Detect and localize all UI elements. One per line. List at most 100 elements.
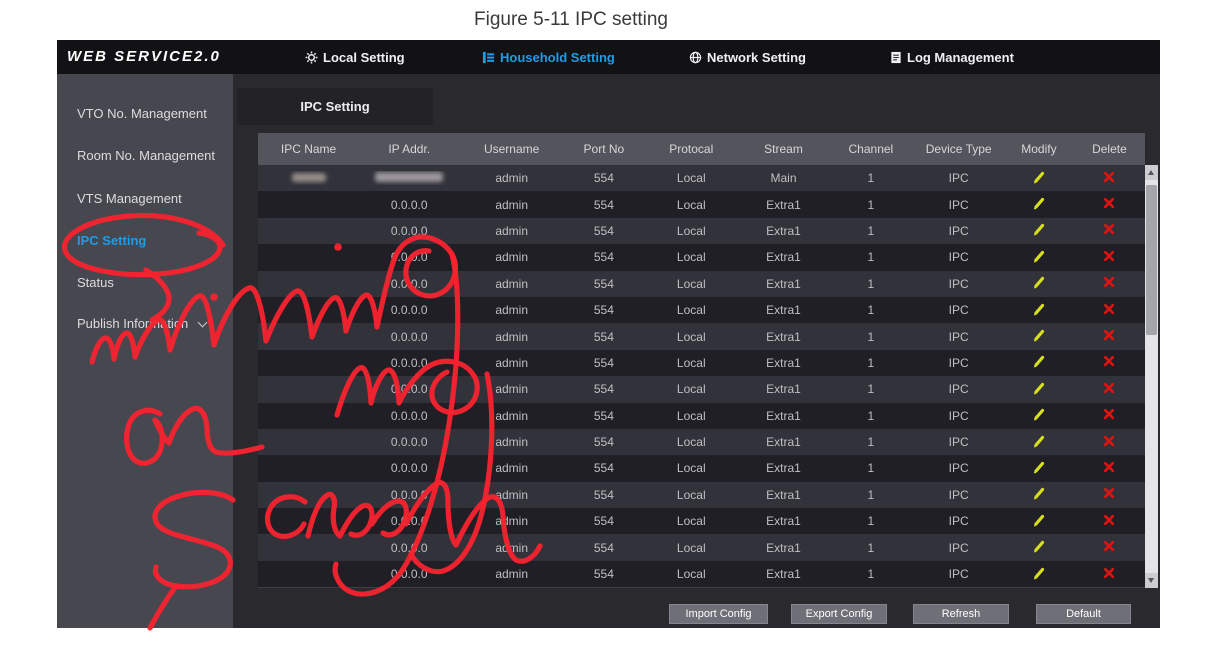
modify-pencil-icon[interactable]	[1032, 328, 1046, 342]
default-button[interactable]: Default	[1036, 604, 1131, 624]
nav-label: Log Management	[907, 49, 1014, 65]
table-row: 0.0.0.0 admin 554 Local Extra1 1 IPC	[258, 217, 1145, 245]
delete-x-icon[interactable]	[1103, 223, 1115, 235]
delete-x-icon[interactable]	[1103, 250, 1115, 262]
cell-channel: 1	[867, 461, 875, 476]
blurred-ip-addr	[375, 172, 444, 183]
modify-pencil-icon[interactable]	[1032, 381, 1046, 395]
sidebar-item-publish-information[interactable]: Publish Information	[77, 315, 208, 333]
modify-pencil-icon[interactable]	[1032, 566, 1046, 580]
cell-ip-addr: 0.0.0.0	[390, 567, 428, 582]
cell-device-type: IPC	[948, 487, 969, 502]
delete-x-icon[interactable]	[1103, 408, 1115, 420]
triangle-up-icon	[1148, 170, 1154, 175]
sidebar-item-vto-no-management[interactable]: VTO No. Management	[77, 105, 207, 123]
sidebar-item-label: Room No. Management	[77, 148, 216, 163]
cell-delete	[1074, 382, 1145, 397]
cell-ip-addr: 0.0.0.0	[390, 223, 428, 238]
sidebar-item-vts-management[interactable]: VTS Management	[77, 190, 182, 208]
scrollbar-thumb[interactable]	[1146, 185, 1157, 335]
delete-x-icon[interactable]	[1103, 276, 1115, 288]
delete-x-icon[interactable]	[1103, 329, 1115, 341]
modify-pencil-icon[interactable]	[1032, 302, 1046, 316]
table-row: 0.0.0.0 admin 554 Local Extra1 1 IPC	[258, 455, 1145, 482]
sidebar-item-room-no-management[interactable]: Room No. Management	[77, 147, 215, 165]
cell-device-type: IPC	[948, 276, 969, 291]
cell-stream: Extra1	[766, 250, 801, 265]
cell-modify	[1004, 249, 1074, 266]
nav-local-setting[interactable]: Local Setting	[305, 40, 405, 74]
cell-modify	[1004, 407, 1074, 424]
cell-stream: Extra1	[766, 197, 801, 212]
modify-pencil-icon[interactable]	[1032, 539, 1046, 553]
cell-stream: Main	[770, 171, 797, 186]
nav-log-management[interactable]: Log Management	[890, 40, 1014, 74]
delete-x-icon[interactable]	[1103, 197, 1115, 209]
web-service-app: WEB SERVICE2.0 Local Setting Household S…	[57, 40, 1160, 628]
modify-pencil-icon[interactable]	[1032, 170, 1046, 184]
cell-device-type: IPC	[948, 382, 969, 397]
cell-port-no: 554	[593, 303, 614, 318]
refresh-button[interactable]: Refresh	[913, 604, 1009, 624]
delete-x-icon[interactable]	[1103, 435, 1115, 447]
cell-device-type: IPC	[948, 250, 969, 265]
modify-pencil-icon[interactable]	[1032, 249, 1046, 263]
delete-x-icon[interactable]	[1103, 303, 1115, 315]
modify-pencil-icon[interactable]	[1032, 434, 1046, 448]
cell-username: admin	[495, 461, 528, 476]
nav-label: Local Setting	[323, 49, 405, 65]
cell-channel: 1	[867, 567, 875, 582]
modify-pencil-icon[interactable]	[1032, 196, 1046, 210]
cell-delete	[1074, 250, 1145, 265]
sidebar: VTO No. Management Room No. Management V…	[57, 74, 233, 628]
cell-modify	[1004, 513, 1074, 530]
modify-pencil-icon[interactable]	[1032, 486, 1046, 500]
modify-pencil-icon[interactable]	[1032, 513, 1046, 527]
cell-stream: Extra1	[766, 223, 801, 238]
modify-pencil-icon[interactable]	[1032, 222, 1046, 236]
cell-channel: 1	[867, 250, 875, 265]
scroll-up-button[interactable]	[1145, 165, 1158, 180]
cell-ip-addr: 0.0.0.0	[390, 382, 428, 397]
delete-x-icon[interactable]	[1103, 540, 1115, 552]
nav-label: Household Setting	[500, 49, 615, 65]
cell-protocal: Local	[676, 382, 706, 397]
column-header-modify: Modify	[1021, 142, 1057, 156]
sidebar-item-status[interactable]: Status	[77, 274, 114, 292]
cell-stream: Extra1	[766, 329, 801, 344]
cell-ip-addr: 0.0.0.0	[390, 408, 428, 423]
sidebar-item-ipc-setting[interactable]: IPC Setting	[77, 232, 146, 250]
nav-network-setting[interactable]: Network Setting	[689, 40, 806, 74]
delete-x-icon[interactable]	[1103, 487, 1115, 499]
table-scrollbar[interactable]	[1145, 165, 1158, 588]
cell-ip-addr: 0.0.0.0	[390, 303, 428, 318]
delete-x-icon[interactable]	[1103, 567, 1115, 579]
cell-username: admin	[495, 408, 528, 423]
cell-port-no: 554	[593, 250, 614, 265]
delete-x-icon[interactable]	[1103, 514, 1115, 526]
cell-port-no: 554	[593, 408, 614, 423]
cell-port-no: 554	[593, 223, 614, 238]
cell-protocal: Local	[676, 487, 706, 502]
delete-x-icon[interactable]	[1103, 382, 1115, 394]
tab-ipc-setting[interactable]: IPC Setting	[237, 88, 433, 125]
modify-pencil-icon[interactable]	[1032, 354, 1046, 368]
cell-channel: 1	[867, 382, 875, 397]
table-row: 0.0.0.0 admin 554 Local Extra1 1 IPC	[258, 349, 1145, 377]
nav-household-setting[interactable]: Household Setting	[482, 40, 615, 74]
modify-pencil-icon[interactable]	[1032, 460, 1046, 474]
cell-channel: 1	[867, 435, 875, 450]
scroll-down-button[interactable]	[1145, 573, 1158, 588]
delete-x-icon[interactable]	[1103, 461, 1115, 473]
cell-device-type: IPC	[948, 197, 969, 212]
cell-delete	[1074, 435, 1145, 450]
import-config-button[interactable]: Import Config	[669, 604, 768, 624]
delete-x-icon[interactable]	[1103, 171, 1115, 183]
cell-protocal: Local	[676, 303, 706, 318]
delete-x-icon[interactable]	[1103, 355, 1115, 367]
modify-pencil-icon[interactable]	[1032, 407, 1046, 421]
modify-pencil-icon[interactable]	[1032, 275, 1046, 289]
cell-username: admin	[495, 514, 528, 529]
cell-protocal: Local	[676, 567, 706, 582]
export-config-button[interactable]: Export Config	[791, 604, 887, 624]
